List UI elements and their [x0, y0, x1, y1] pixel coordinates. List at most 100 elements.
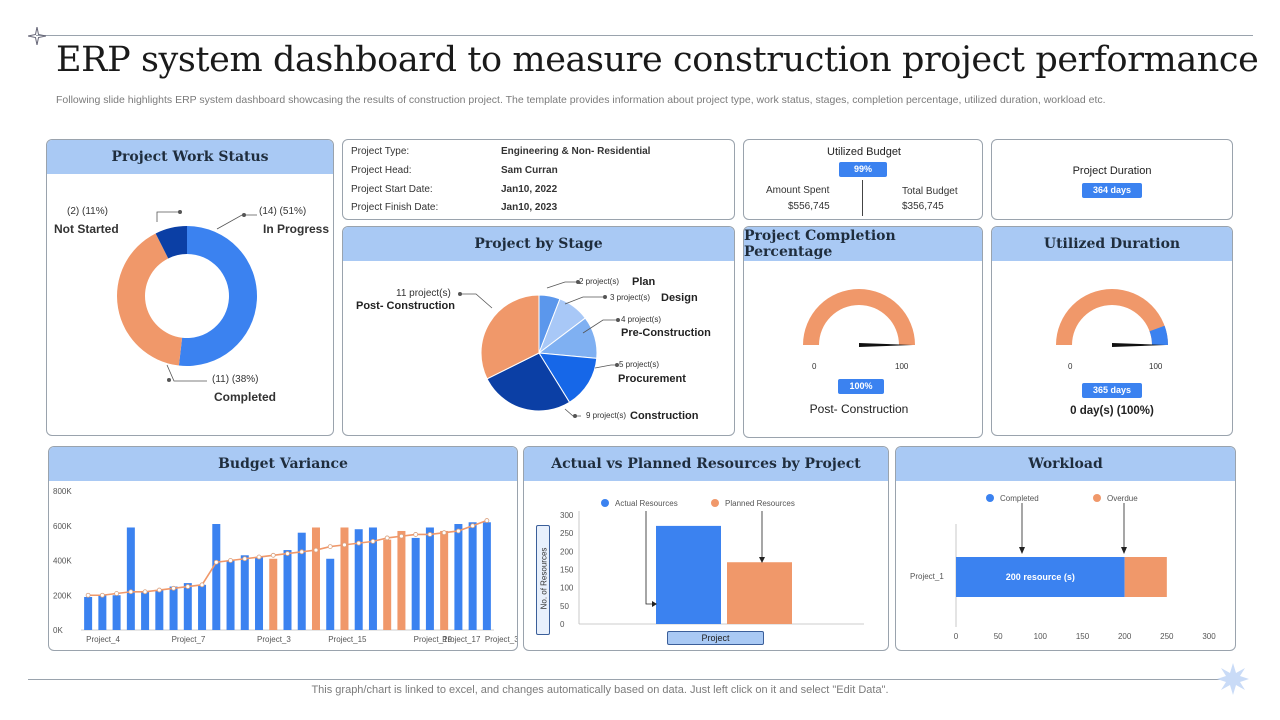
donut-slice-not-started: [155, 226, 187, 259]
pie-slice-construction: [486, 352, 571, 412]
project-head-value: Sam Curran: [501, 165, 558, 176]
donut-slice-completed: [116, 233, 183, 366]
gauge-needle: [1112, 343, 1166, 347]
completion-panel[interactable]: Project Completion Percentage 0 100 100%…: [743, 226, 983, 438]
planned-point: [313, 547, 319, 553]
variance-bar: [98, 595, 107, 630]
legend-overdue-label: Overdue: [1107, 494, 1138, 503]
planned-point: [228, 558, 233, 563]
leader-dot: [167, 378, 171, 382]
x-tick-label: 0: [954, 632, 959, 641]
workload-row-label: Project_1: [910, 572, 944, 581]
work-status-panel[interactable]: Project Work Status (2) (11%) Not Starte…: [46, 139, 334, 436]
bar-label: 200 resource (s): [1006, 572, 1075, 582]
gauge-max: 100: [1149, 362, 1163, 371]
planned-point: [470, 523, 476, 529]
y-tick-label: 400K: [53, 557, 72, 566]
arrow-head: [1121, 547, 1127, 554]
variance-bar: [368, 527, 377, 630]
procurement-label: Procurement: [618, 373, 686, 385]
x-tick-label: 200: [1118, 632, 1132, 641]
legend-overdue-marker: [1093, 494, 1101, 502]
x-tick-label: Project_4: [86, 635, 120, 644]
x-tick-label: Project_15: [328, 635, 367, 644]
planned-point: [299, 549, 305, 555]
pie-slice-procurement: [538, 352, 598, 404]
y-tick-label: 200K: [53, 591, 72, 600]
workload-chart[interactable]: Completed Overdue 200 resource (s) 0 50 100…: [896, 481, 1236, 651]
planned-point: [413, 532, 419, 537]
arrow-head: [1019, 547, 1025, 554]
y-tick-label: 300: [560, 511, 574, 520]
planned-resources-bar: [727, 562, 792, 624]
variance-bar: [454, 524, 463, 630]
variance-bar: [340, 527, 349, 630]
completion-stage: Post- Construction: [809, 402, 909, 416]
project-info-panel: Project Type: Engineering & Non- Residen…: [342, 139, 735, 220]
planned-point: [242, 556, 248, 562]
y-tick-label: 200: [560, 547, 574, 556]
resources-panel[interactable]: Actual vs Planned Resources by Project A…: [523, 446, 889, 651]
variance-bar: [255, 557, 264, 630]
resources-chart[interactable]: Actual Resources Planned Resources 300 25…: [524, 481, 889, 651]
legend-completed-label: Completed: [1000, 494, 1039, 503]
arrow-head: [759, 557, 765, 563]
variance-bar: [198, 584, 207, 630]
utilized-duration-panel[interactable]: Utilized Duration 0 100 365 days 0 day(s…: [991, 226, 1233, 436]
gauge-min: 0: [812, 362, 817, 371]
planned-point: [156, 587, 162, 593]
project-start-key: Project Start Date:: [351, 184, 433, 195]
x-tick-label: Project_30: [485, 635, 518, 644]
y-tick-label: 50: [560, 602, 569, 611]
planned-point: [213, 559, 219, 565]
gauge-min: 0: [1068, 362, 1073, 371]
panel-title: Project by Stage: [343, 227, 734, 261]
planned-point: [441, 530, 447, 536]
variance-bar: [126, 527, 135, 630]
variance-bar: [283, 550, 292, 630]
budget-variance-chart[interactable]: 800K 600K 400K 200K 0K Project_4 Project_7 Proj…: [49, 481, 518, 651]
x-tick-label: 100: [1034, 632, 1048, 641]
duration-caption: 0 day(s) (100%): [1070, 405, 1154, 417]
duration-days-badge: 365 days: [1082, 383, 1142, 398]
sparkle-icon: [28, 27, 46, 45]
panel-title: Utilized Duration: [992, 227, 1232, 261]
amount-spent-value: $556,745: [788, 201, 830, 212]
planned-point: [256, 554, 262, 560]
budget-variance-panel[interactable]: Budget Variance 800K 600K 400K 200K 0K Projec…: [48, 446, 518, 651]
procurement-count: 5 project(s): [619, 360, 660, 369]
panel-title: Project Completion Percentage: [744, 227, 982, 261]
legend-actual-label: Actual Resources: [615, 499, 678, 508]
planned-point: [114, 591, 120, 596]
planned-point: [171, 585, 176, 591]
work-status-donut[interactable]: [47, 174, 334, 436]
x-tick-label: 250: [1160, 632, 1174, 641]
x-tick-label: Project_19: [414, 635, 453, 644]
planned-point: [399, 533, 404, 539]
construction-label: Construction: [630, 410, 699, 422]
leader-dot: [178, 210, 182, 214]
x-tick-label: Project_17: [442, 635, 481, 644]
top-divider: [36, 35, 1253, 36]
duration-gauge[interactable]: [992, 261, 1232, 361]
project-by-stage-panel[interactable]: Project by Stage 2 project(s) Plan 3 pro…: [342, 226, 735, 436]
gauge-fill: [1149, 325, 1168, 345]
variance-bar: [169, 586, 178, 630]
legend-planned-marker: [711, 499, 719, 507]
completion-gauge[interactable]: [744, 261, 983, 361]
project-start-value: Jan10, 2022: [501, 184, 558, 195]
annotation-arrow: [645, 511, 656, 605]
legend-completed-marker: [986, 494, 994, 502]
stage-pie[interactable]: [343, 261, 735, 436]
budget-divider: [862, 180, 863, 216]
gauge-arc: [1056, 288, 1168, 345]
workload-panel[interactable]: Workload Completed Overdue 200 resource …: [895, 446, 1236, 651]
budget-title: Utilized Budget: [827, 146, 901, 158]
x-tick-label: 150: [1076, 632, 1090, 641]
variance-bar: [425, 527, 434, 630]
variance-bar: [326, 558, 335, 630]
variance-bar: [411, 537, 420, 630]
variance-bar: [112, 595, 121, 630]
in-progress-label: In Progress: [263, 222, 330, 236]
arrow-head: [652, 601, 657, 607]
